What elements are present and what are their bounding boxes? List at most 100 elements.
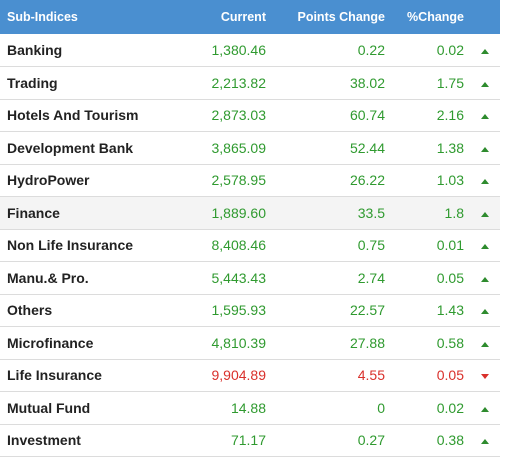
table-row[interactable]: Development Bank 3,865.09 52.44 1.38 — [0, 132, 500, 165]
pct-change-value: 0.05 — [436, 367, 464, 384]
trend-cell — [470, 424, 500, 457]
points-change-value: 2.74 — [357, 269, 385, 286]
points-change-value: 52.44 — [349, 139, 385, 156]
table-row[interactable]: Investment 71.17 0.27 0.38 — [0, 424, 500, 457]
column-header-points-change[interactable]: Points Change — [270, 0, 390, 34]
sub-index-name[interactable]: Life Insurance — [7, 367, 102, 384]
column-header-pct-change[interactable]: %Change — [390, 0, 470, 34]
sub-index-name[interactable]: Trading — [7, 74, 58, 91]
current-value: 2,578.95 — [211, 172, 267, 189]
trend-cell — [470, 229, 500, 262]
sub-index-name[interactable]: Investment — [7, 432, 81, 449]
pct-change-value: 2.16 — [436, 107, 464, 124]
sub-index-name[interactable]: Mutual Fund — [7, 399, 91, 416]
table-row[interactable]: Others 1,595.93 22.57 1.43 — [0, 294, 500, 327]
points-change-value: 26.22 — [349, 172, 385, 189]
arrow-down-icon — [481, 374, 489, 380]
current-value: 1,380.46 — [211, 42, 267, 58]
points-change-value: 38.02 — [349, 74, 385, 91]
table-row[interactable]: Trading 2,213.82 38.02 1.75 — [0, 67, 500, 100]
table-row[interactable]: Hotels And Tourism 2,873.03 60.74 2.16 — [0, 99, 500, 132]
sub-index-name[interactable]: Others — [7, 302, 53, 319]
current-value: 3,865.09 — [211, 139, 267, 156]
arrow-up-icon — [481, 81, 489, 87]
points-change-value: 0.27 — [357, 432, 385, 449]
pct-change-value: 0.02 — [436, 42, 464, 58]
trend-cell — [470, 327, 500, 360]
points-change-value: 22.57 — [349, 302, 385, 319]
table-row[interactable]: Microfinance 4,810.39 27.88 0.58 — [0, 327, 500, 360]
sub-index-name[interactable]: Microfinance — [7, 334, 94, 351]
sub-index-name[interactable]: Non Life Insurance — [7, 237, 134, 254]
current-value: 14.88 — [230, 399, 266, 416]
pct-change-value: 1.43 — [436, 302, 464, 319]
sub-indices-table: Sub-Indices Current Points Change %Chang… — [0, 0, 500, 457]
table-row[interactable]: Non Life Insurance 8,408.46 0.75 0.01 — [0, 229, 500, 262]
arrow-up-icon — [481, 309, 489, 315]
table-row[interactable]: HydroPower 2,578.95 26.22 1.03 — [0, 164, 500, 197]
current-value: 2,873.03 — [211, 107, 267, 124]
trend-cell — [470, 294, 500, 327]
trend-cell — [470, 197, 500, 230]
trend-cell — [470, 67, 500, 100]
points-change-value: 33.5 — [357, 204, 385, 221]
page-scrollbar[interactable] — [500, 0, 510, 458]
current-value: 5,443.43 — [211, 269, 267, 286]
column-header-current[interactable]: Current — [180, 0, 270, 34]
table-row[interactable]: Mutual Fund 14.88 0 0.02 — [0, 392, 500, 425]
pct-change-value: 1.03 — [436, 172, 464, 189]
arrow-up-icon — [481, 146, 489, 152]
pct-change-value: 0.01 — [436, 237, 464, 254]
current-value: 71.17 — [230, 432, 266, 449]
table-row[interactable]: Banking 1,380.46 0.22 0.02 — [0, 34, 500, 67]
arrow-up-icon — [481, 244, 489, 250]
arrow-up-icon — [481, 341, 489, 347]
table-row[interactable]: Life Insurance 9,904.89 4.55 0.05 — [0, 359, 500, 392]
table-header-row: Sub-Indices Current Points Change %Chang… — [0, 0, 500, 34]
points-change-value: 60.74 — [349, 107, 385, 124]
sub-index-name[interactable]: Banking — [7, 42, 63, 58]
current-value: 1,595.93 — [211, 302, 267, 319]
arrow-up-icon — [481, 406, 489, 412]
table-row[interactable]: Manu.& Pro. 5,443.43 2.74 0.05 — [0, 262, 500, 295]
column-header-trend — [470, 0, 500, 34]
points-change-value: 0 — [377, 399, 385, 416]
pct-change-value: 1.8 — [444, 204, 464, 221]
points-change-value: 4.55 — [357, 367, 385, 384]
arrow-up-icon — [481, 276, 489, 282]
pct-change-value: 0.05 — [436, 269, 464, 286]
arrow-up-icon — [481, 48, 489, 54]
sub-index-name[interactable]: Manu.& Pro. — [7, 269, 89, 286]
column-header-sub-indices[interactable]: Sub-Indices — [0, 0, 180, 34]
sub-index-name[interactable]: Finance — [7, 204, 60, 221]
current-value: 8,408.46 — [211, 237, 267, 254]
points-change-value: 27.88 — [349, 334, 385, 351]
pct-change-value: 1.75 — [436, 74, 464, 91]
trend-cell — [470, 132, 500, 165]
table-body: Banking 1,380.46 0.22 0.02 Trading 2,213.82 38… — [0, 34, 500, 457]
trend-cell — [470, 392, 500, 425]
trend-cell — [470, 34, 500, 67]
pct-change-value: 0.38 — [436, 432, 464, 449]
points-change-value: 0.22 — [357, 42, 385, 58]
trend-cell — [470, 262, 500, 295]
pct-change-value: 0.58 — [436, 334, 464, 351]
arrow-up-icon — [481, 439, 489, 445]
trend-cell — [470, 164, 500, 197]
points-change-value: 0.75 — [357, 237, 385, 254]
current-value: 1,889.60 — [211, 204, 267, 221]
current-value: 2,213.82 — [211, 74, 267, 91]
arrow-up-icon — [481, 211, 489, 217]
sub-index-name[interactable]: Development Bank — [7, 139, 134, 156]
sub-index-name[interactable]: HydroPower — [7, 172, 90, 189]
current-value: 9,904.89 — [211, 367, 267, 384]
pct-change-value: 0.02 — [436, 399, 464, 416]
trend-cell — [470, 359, 500, 392]
pct-change-value: 1.38 — [436, 139, 464, 156]
table-row[interactable]: Finance 1,889.60 33.5 1.8 — [0, 196, 500, 230]
current-value: 4,810.39 — [211, 334, 267, 351]
arrow-up-icon — [481, 114, 489, 120]
trend-cell — [470, 99, 500, 132]
sub-index-name[interactable]: Hotels And Tourism — [7, 107, 139, 124]
